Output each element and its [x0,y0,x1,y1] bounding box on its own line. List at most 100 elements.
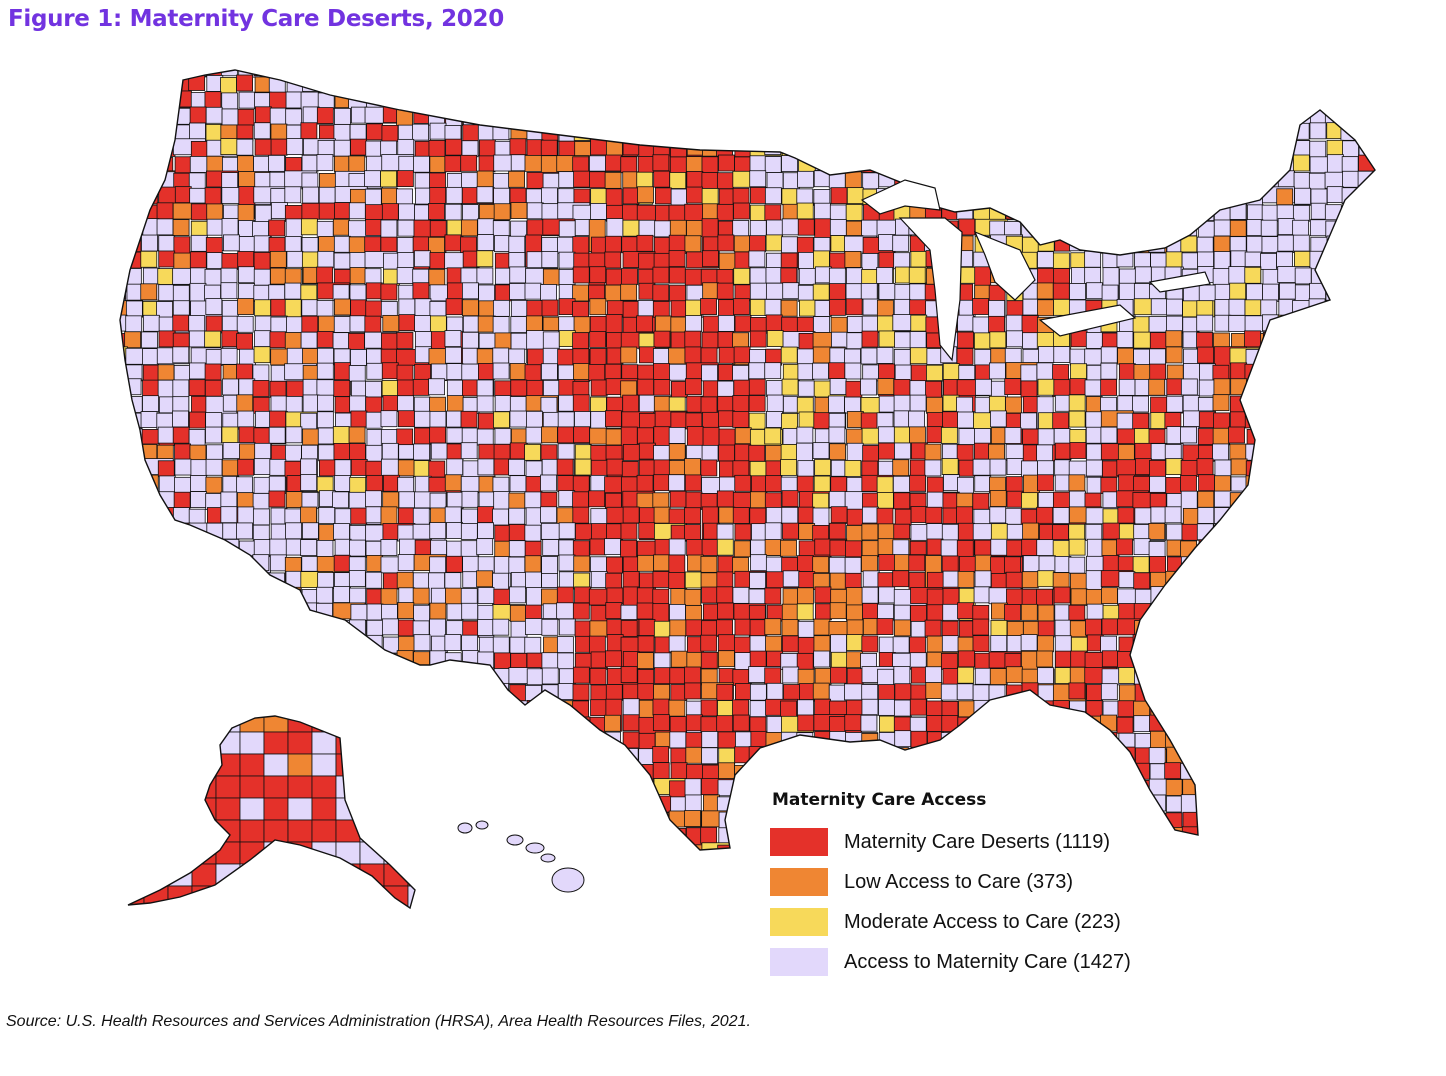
county-cell [926,715,944,732]
county-cell [1133,715,1151,733]
county-cell [1148,187,1166,204]
county-cell [669,172,687,189]
county-cell [974,442,991,460]
borough-cell [143,731,169,755]
county-cell [1372,252,1375,270]
county-cell [524,282,542,300]
county-cell [557,652,575,670]
county-cell [797,620,815,638]
county-cell [1342,380,1360,398]
county-cell [333,124,351,141]
county-cell [349,762,366,780]
county-cell [316,107,334,124]
county-cell [120,474,144,492]
county-cell [493,172,510,190]
county-cell [493,715,511,733]
county-cell [429,301,447,318]
county-cell [381,442,399,460]
county-cell [1373,587,1375,621]
county-cell [143,716,176,734]
legend-label-deserts: Maternity Care Deserts (1119) [844,830,1111,853]
county-cell [589,315,607,333]
county-cell [397,91,431,109]
county-cell [1294,826,1311,850]
county-cell [254,442,272,460]
county-cell [686,844,704,850]
county-cell [1100,635,1117,653]
county-cell [574,780,592,797]
county-cell [766,411,783,428]
county-cell [637,554,655,572]
county-cell [526,652,544,670]
county-cell [1054,106,1072,124]
county-cell [188,811,206,829]
borough-cell [407,819,415,843]
county-cell [780,123,798,140]
county-cell [524,70,558,77]
county-cell [589,348,607,365]
county-cell [492,76,510,93]
county-cell [942,92,960,110]
county-cell [220,347,238,365]
borough-cell [287,716,313,733]
county-cell [158,621,176,638]
county-cell [174,70,208,78]
county-cell [285,396,303,413]
county-cell [1340,394,1358,412]
county-cell [412,282,430,300]
county-cell [174,668,192,686]
county-cell [382,811,400,845]
county-cell [333,554,351,572]
county-cell [1022,522,1040,540]
county-cell [1372,636,1375,654]
county-cell [1117,507,1135,525]
county-cell [925,506,943,524]
county-cell [444,330,462,347]
county-cell [1213,74,1231,91]
county-cell [1294,267,1312,285]
county-cell [1342,330,1360,348]
borough-cell [215,716,241,733]
legend-swatch-deserts [770,828,828,856]
county-cell [141,187,159,205]
county-cell [205,123,223,141]
county-cell [876,492,894,509]
county-cell [1244,523,1262,557]
county-cell [989,731,1023,749]
county-cell [1308,667,1326,685]
county-cell [860,412,878,430]
county-cell [253,458,271,476]
borough-cell [335,716,361,733]
county-cell [1341,298,1359,316]
county-cell [750,187,767,204]
county-cell [350,410,368,428]
county-cell [638,522,656,540]
county-cell [1102,555,1120,572]
county-cell [366,70,400,78]
county-cell [1326,698,1344,716]
county-cell [190,491,207,508]
county-cell [1165,619,1183,637]
county-cell [396,779,414,797]
county-cell [120,765,126,798]
county-cell [734,74,752,92]
county-cell [620,828,638,846]
county-cell [764,427,782,445]
borough-cell [239,885,265,908]
borough-cell [359,863,385,887]
county-cell [430,668,448,685]
county-cell [1006,122,1024,140]
county-cell [829,378,847,395]
county-cell [991,70,1008,77]
county-cell [1310,444,1328,461]
county-cell [492,682,510,700]
county-cell [1052,524,1069,542]
county-cell [140,411,158,428]
county-cell [1133,91,1151,109]
county-cell [941,620,959,638]
county-cell [958,106,992,124]
county-cell [413,634,431,652]
county-cell [1166,523,1184,541]
county-cell [1180,669,1198,686]
county-cell [1230,780,1248,798]
